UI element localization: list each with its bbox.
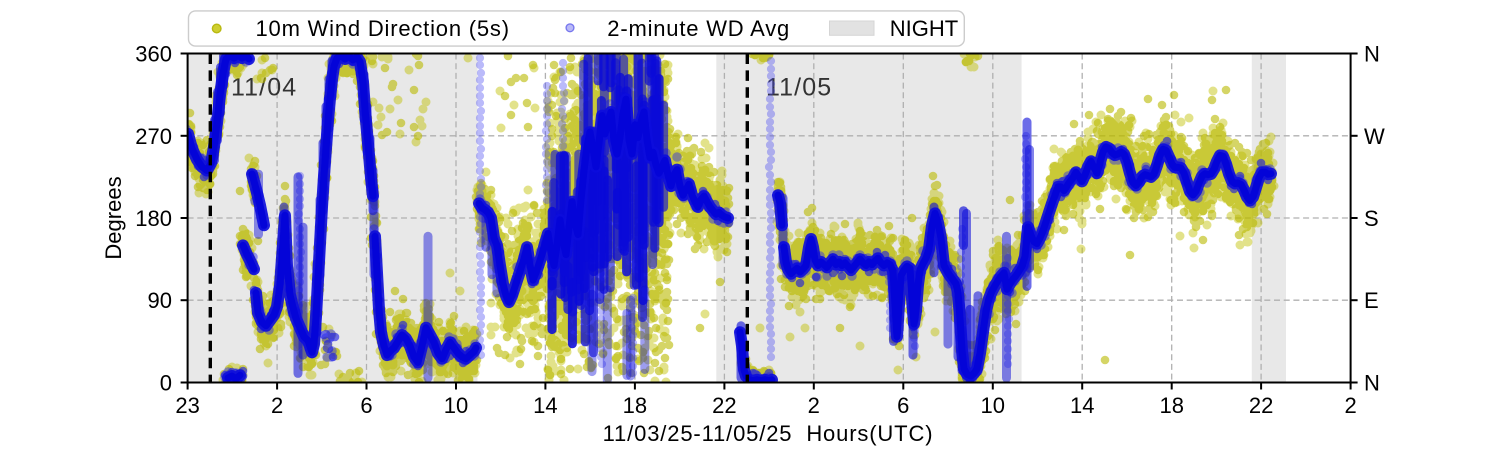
svg-text:14: 14 (533, 393, 557, 418)
svg-text:6: 6 (897, 393, 909, 418)
svg-text:2-minute WD Avg: 2-minute WD Avg (607, 16, 790, 41)
svg-text:18: 18 (623, 393, 647, 418)
svg-text:90: 90 (148, 288, 172, 313)
svg-text:6: 6 (360, 393, 372, 418)
svg-text:14: 14 (1070, 393, 1094, 418)
svg-text:10m Wind Direction (5s): 10m Wind Direction (5s) (256, 16, 510, 41)
svg-text:0: 0 (160, 371, 172, 396)
svg-text:W: W (1364, 124, 1385, 149)
svg-text:2: 2 (271, 393, 283, 418)
svg-text:2: 2 (808, 393, 820, 418)
svg-text:18: 18 (1159, 393, 1183, 418)
svg-text:2: 2 (1344, 393, 1356, 418)
svg-text:10: 10 (444, 393, 468, 418)
svg-text:10: 10 (981, 393, 1005, 418)
svg-text:N: N (1364, 42, 1380, 67)
svg-text:180: 180 (135, 206, 172, 231)
svg-text:N: N (1364, 371, 1380, 396)
svg-text:NIGHT: NIGHT (890, 16, 958, 41)
svg-text:22: 22 (1249, 393, 1273, 418)
svg-text:11/05: 11/05 (766, 74, 832, 102)
svg-text:22: 22 (712, 393, 736, 418)
svg-text:E: E (1364, 288, 1379, 313)
svg-text:270: 270 (135, 124, 172, 149)
svg-text:360: 360 (135, 42, 172, 67)
svg-text:S: S (1364, 206, 1379, 231)
svg-text:11/03/25-11/05/25 Hours(UTC): 11/03/25-11/05/25 Hours(UTC) (603, 421, 934, 446)
svg-text:23: 23 (175, 393, 199, 418)
svg-text:Degrees: Degrees (101, 176, 126, 259)
